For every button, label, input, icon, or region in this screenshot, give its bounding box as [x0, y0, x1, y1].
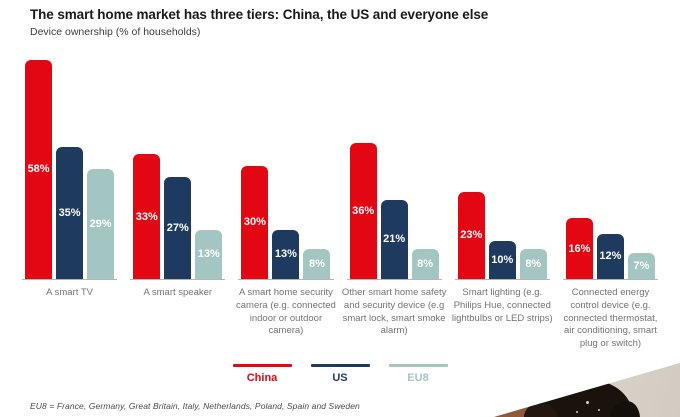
bar-value-label: 33% — [135, 210, 158, 223]
bar-group-plot: 58% 35% 29% — [22, 52, 118, 280]
bar-group: 16% 12% 7% Connected energy control device … — [562, 52, 659, 351]
chart-subtitle: Device ownership (% of households) — [30, 26, 201, 38]
bar-value-label: 36% — [352, 204, 375, 217]
bar-value-label: 8% — [308, 257, 325, 270]
bar-value-label: 7% — [633, 259, 650, 272]
bar-group-plot: 33% 27% 13% — [130, 52, 226, 280]
bar-value-label: 23% — [460, 229, 483, 242]
bar-value-label: 13% — [197, 248, 220, 261]
category-label: Other smart home safety and security dev… — [341, 287, 447, 337]
bar-value-label: 10% — [491, 254, 514, 267]
bar-group: 33% 27% 13% A smart speaker — [130, 52, 226, 351]
bar-eu8: 8% — [519, 248, 547, 279]
bar-value-label: 29% — [89, 218, 112, 231]
chart-legend: China US EU8 — [0, 364, 680, 384]
footnote: EU8 = France, Germany, Great Britain, It… — [30, 401, 360, 411]
bar-group: 30% 13% 8% A smart home security camera (e.… — [236, 52, 336, 351]
bar-group-plot: 30% 13% 8% — [238, 52, 334, 280]
category-label: Connected energy control device (e.g. co… — [563, 287, 658, 350]
bar-us: 21% — [380, 199, 408, 279]
bar-china: 23% — [457, 191, 485, 279]
category-label: Smart lighting (e.g. Philips Hue, connec… — [451, 287, 553, 324]
bar-eu8: 8% — [303, 248, 331, 279]
bar-value-label: 30% — [243, 216, 266, 229]
bar-chart: 58% 35% 29% A smart TV 33% 27% 13% A smart spea… — [0, 52, 680, 351]
bar-us: 35% — [56, 146, 84, 279]
bar-group-plot: 23% 10% 8% — [454, 52, 550, 280]
bar-us: 12% — [596, 233, 624, 279]
bar-group: 23% 10% 8% Smart lighting (e.g. Philips Hue… — [452, 52, 553, 351]
bar-china: 16% — [565, 218, 593, 279]
bar-value-label: 8% — [417, 257, 434, 270]
category-label: A smart TV — [46, 287, 93, 298]
bar-group: 36% 21% 8% Other smart home safety and secu… — [342, 52, 446, 351]
bar-us: 13% — [272, 229, 300, 279]
hair-highlight-dot — [586, 401, 589, 404]
legend-label-eu8: EU8 — [407, 372, 429, 384]
legend-item-eu8: EU8 — [388, 364, 448, 384]
bar-eu8: 29% — [87, 169, 115, 279]
bar-group-plot: 16% 12% 7% — [562, 52, 659, 280]
page-title: The smart home market has three tiers: C… — [30, 7, 489, 22]
photo-hair-region — [524, 379, 640, 417]
bar-eu8: 7% — [627, 252, 655, 279]
bar-china: 36% — [349, 142, 377, 279]
legend-label-us: US — [332, 372, 348, 384]
bar-value-label: 27% — [166, 221, 189, 234]
bar-value-label: 35% — [58, 206, 81, 219]
bar-china: 58% — [25, 59, 53, 279]
bar-eu8: 8% — [411, 248, 439, 279]
legend-item-us: US — [310, 364, 370, 384]
bar-china: 33% — [133, 154, 161, 279]
legend-label-china: China — [246, 372, 278, 384]
bar-value-label: 21% — [383, 233, 406, 246]
bar-us: 27% — [164, 176, 192, 279]
bar-eu8: 13% — [195, 229, 223, 279]
bar-china: 30% — [241, 165, 269, 279]
category-label: A smart speaker — [143, 287, 213, 298]
bar-value-label: 12% — [599, 250, 622, 263]
legend-swatch-china — [232, 364, 292, 367]
hair-highlight-dot — [576, 411, 578, 413]
bar-group: 58% 35% 29% A smart TV — [22, 52, 118, 351]
bar-value-label: 8% — [525, 257, 542, 270]
bar-value-label: 16% — [568, 242, 591, 255]
bar-value-label: 58% — [27, 163, 50, 176]
legend-item-china: China — [232, 364, 292, 384]
bar-value-label: 13% — [274, 248, 297, 261]
bar-us: 10% — [488, 241, 516, 279]
bar-group-plot: 36% 21% 8% — [346, 52, 442, 280]
category-label: A smart home security camera (e.g. conne… — [236, 287, 336, 337]
legend-swatch-eu8 — [388, 364, 448, 367]
legend-swatch-us — [310, 364, 370, 367]
hair-highlight-dot — [598, 409, 600, 411]
